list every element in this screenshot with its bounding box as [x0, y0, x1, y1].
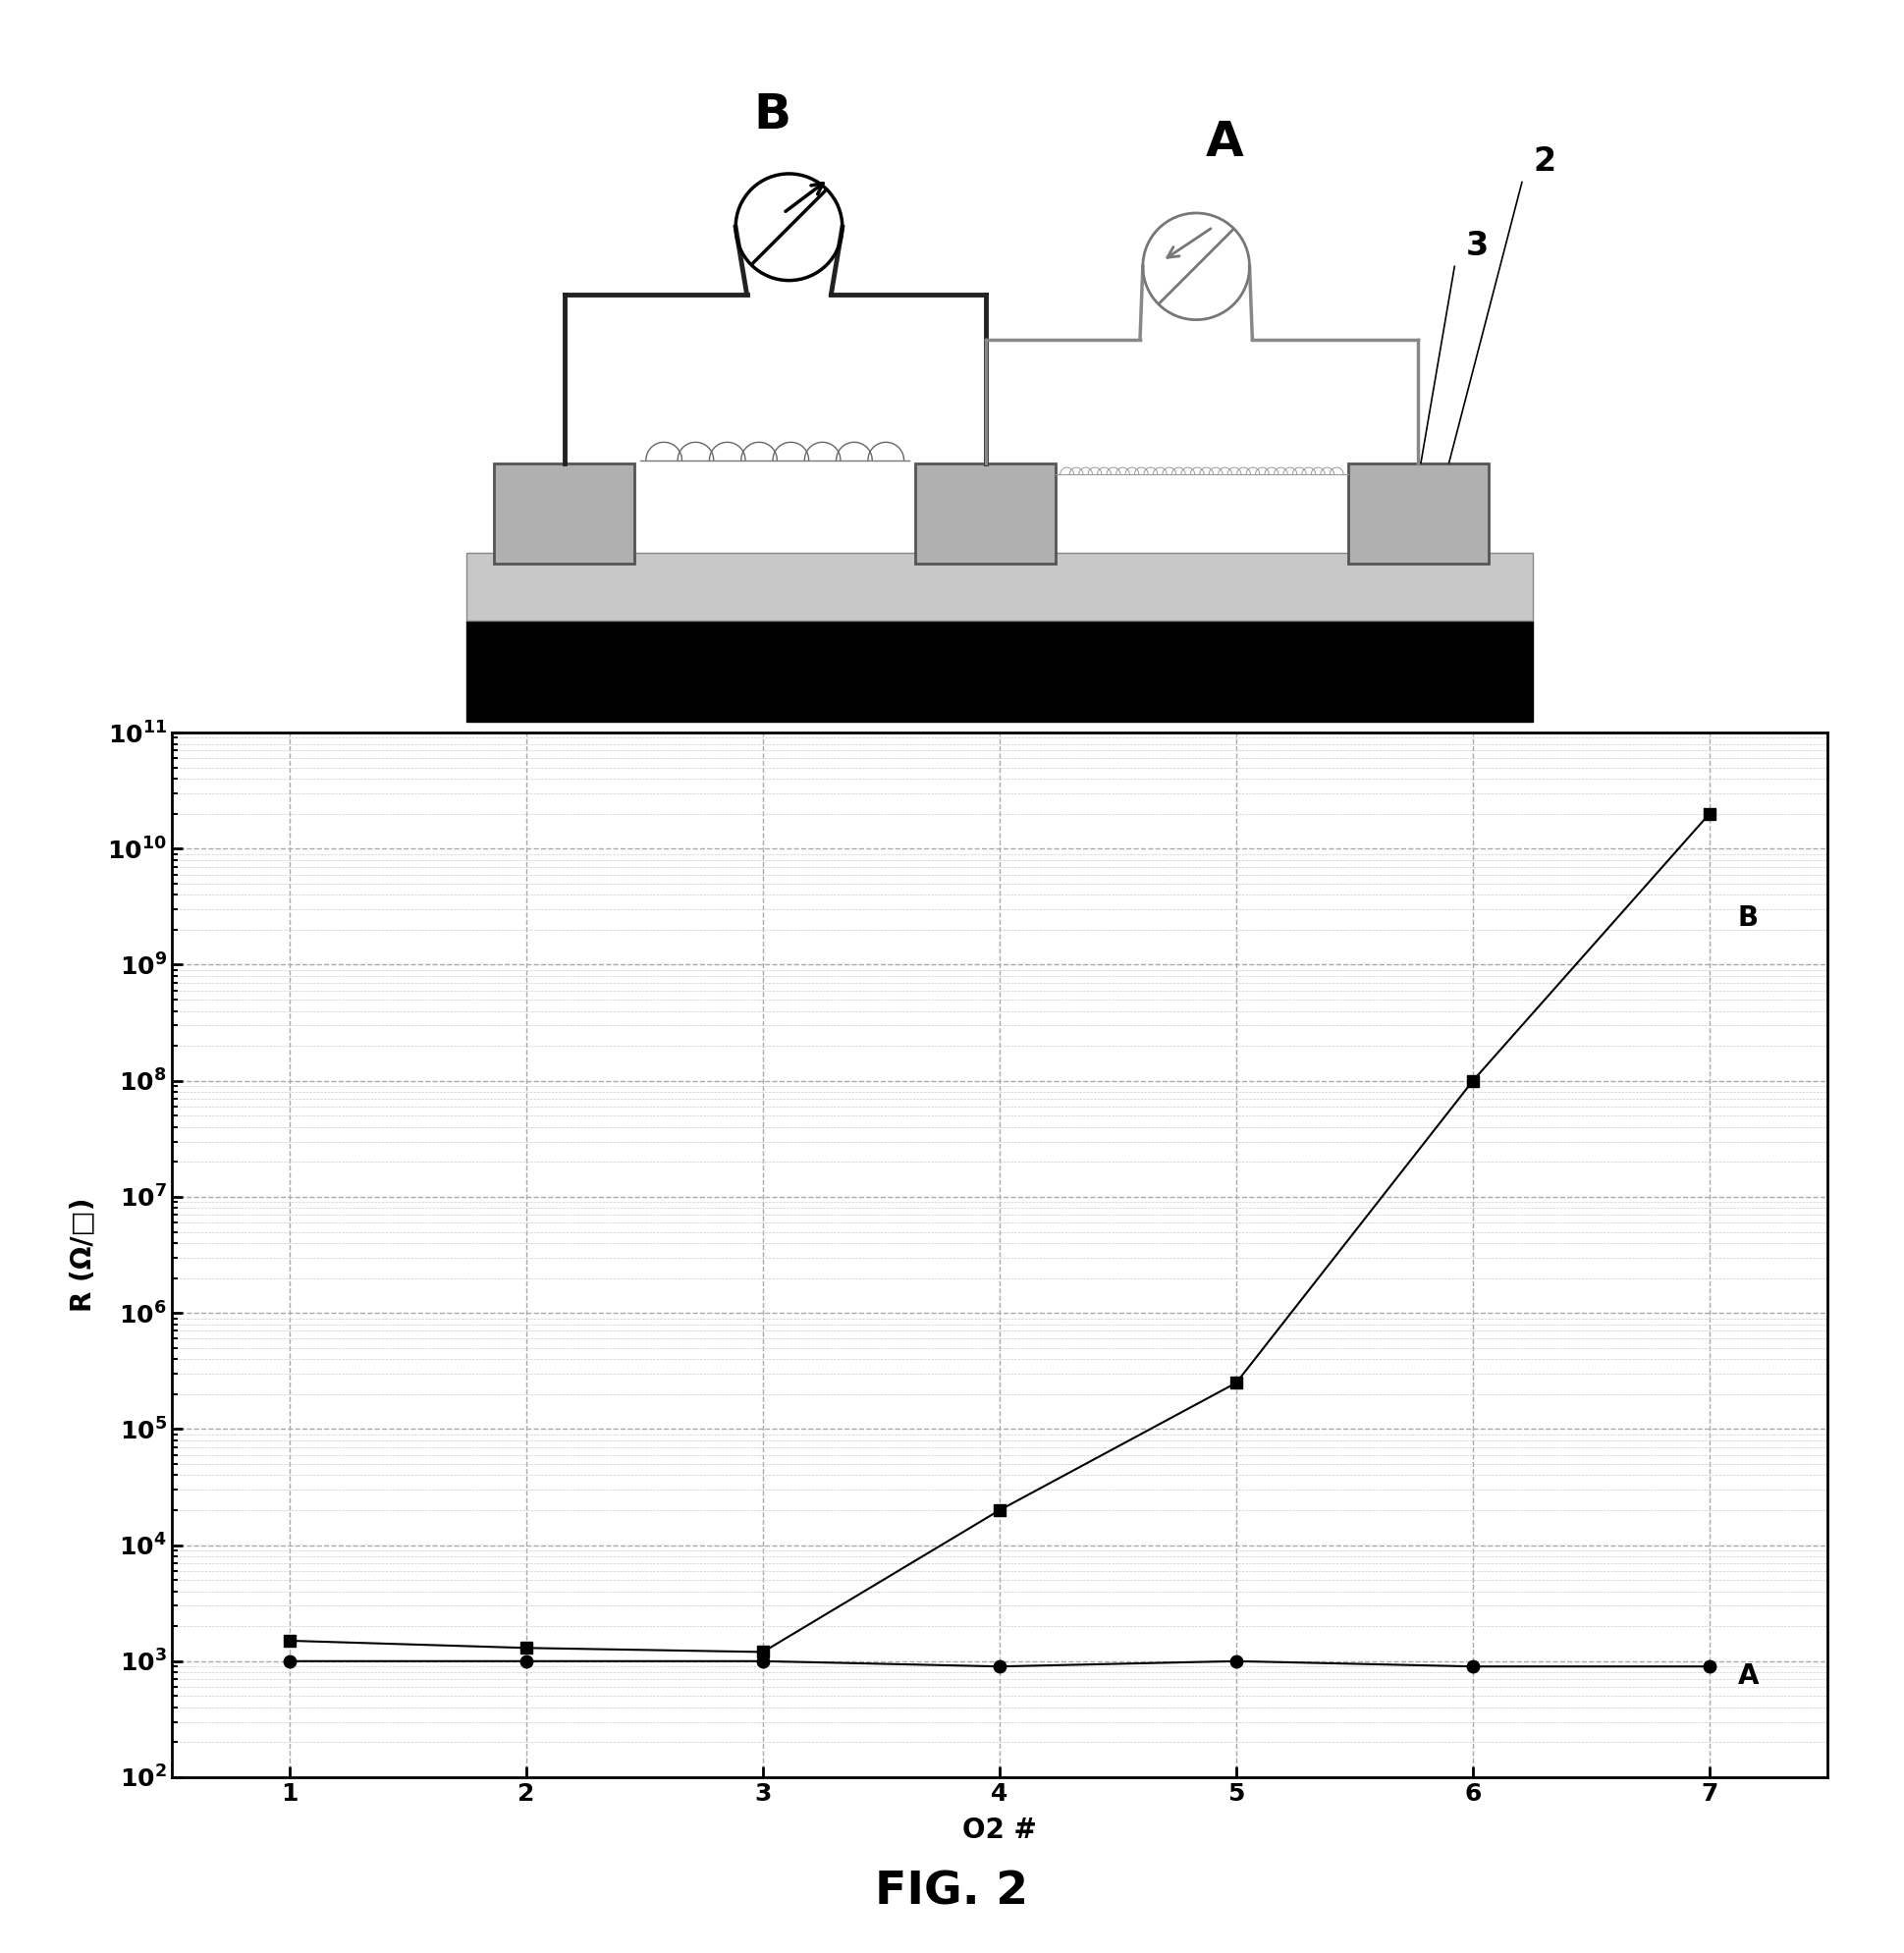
Text: 3: 3: [1466, 230, 1489, 262]
Bar: [1348, 463, 1489, 564]
Bar: [466, 553, 1533, 621]
Text: FIG. 2: FIG. 2: [876, 1869, 1028, 1914]
Text: A: A: [1205, 119, 1243, 166]
Text: B: B: [1738, 904, 1759, 932]
Bar: [495, 463, 634, 564]
X-axis label: O2 #: O2 #: [962, 1816, 1038, 1844]
Y-axis label: R (Ω/□): R (Ω/□): [69, 1197, 97, 1312]
Text: A: A: [1738, 1662, 1759, 1689]
Text: 2: 2: [1533, 145, 1556, 178]
Bar: [916, 463, 1055, 564]
Bar: [466, 621, 1533, 721]
Text: B: B: [754, 92, 790, 139]
